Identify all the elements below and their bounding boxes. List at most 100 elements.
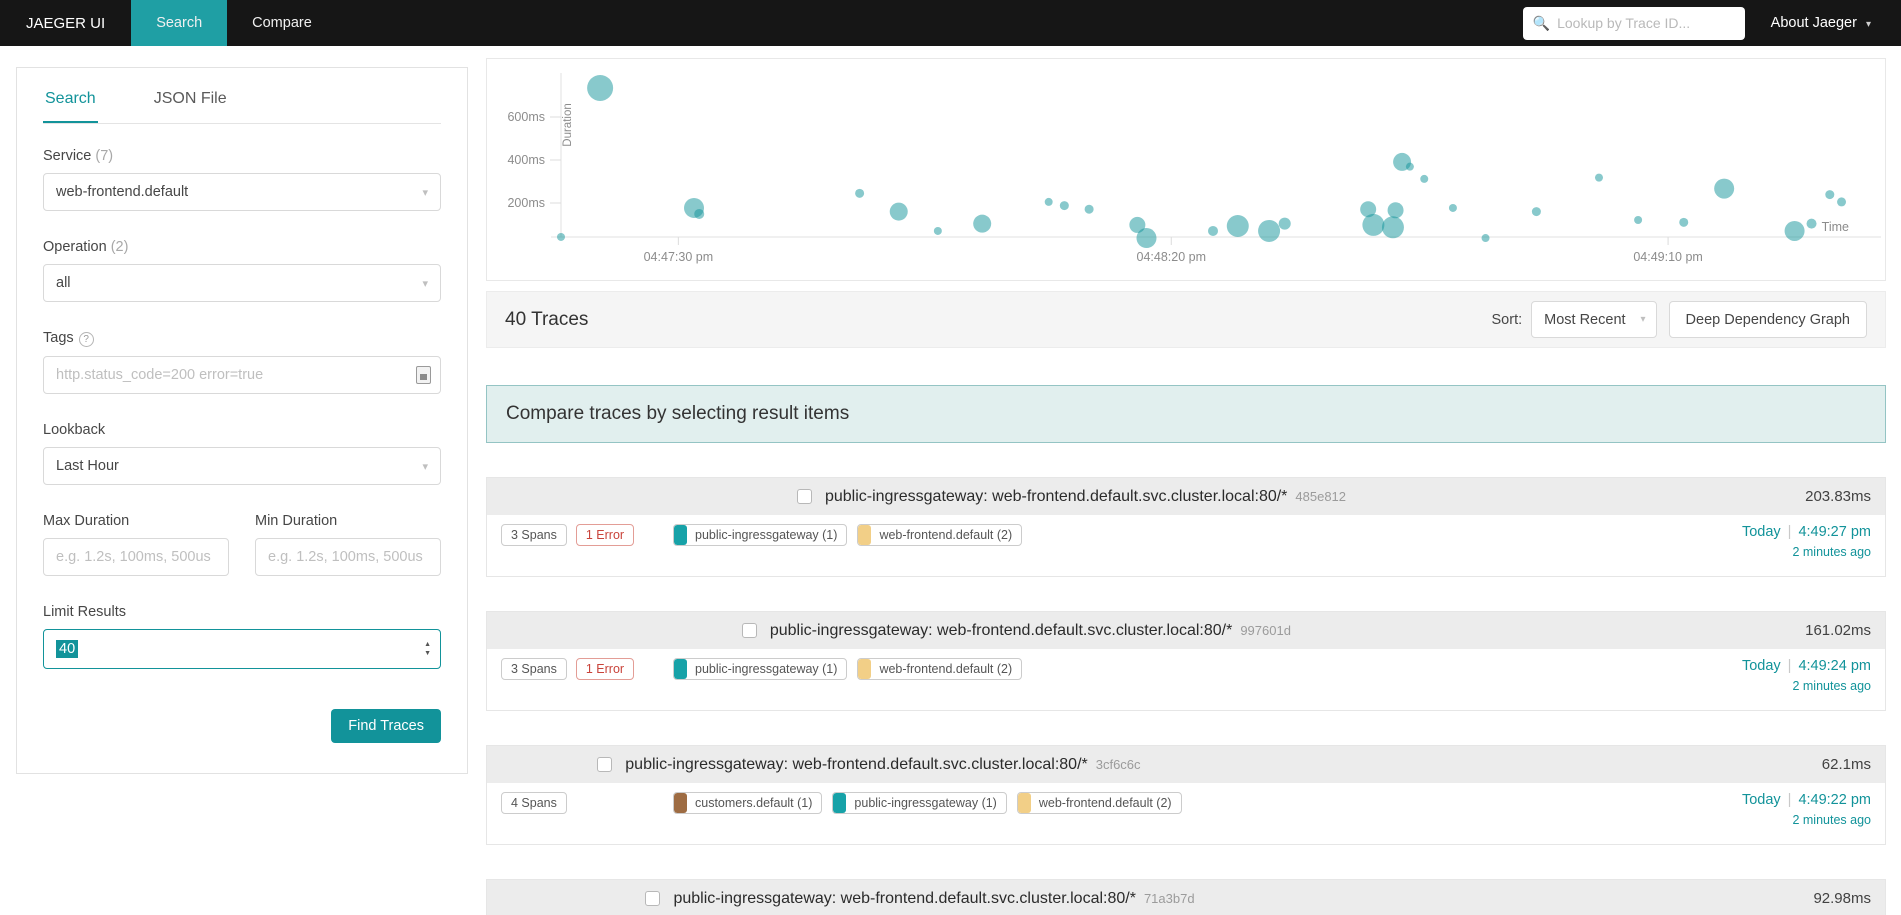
about-jaeger-menu[interactable]: About Jaeger ▾ [1770, 15, 1871, 31]
app-brand[interactable]: JAEGER UI [26, 14, 106, 32]
tags-input-box[interactable] [43, 356, 441, 394]
trace-dot[interactable] [1481, 234, 1490, 243]
trace-card-header[interactable]: public-ingressgateway: web-frontend.defa… [487, 612, 1885, 649]
service-tag-pill[interactable]: customers.default (1) [673, 792, 823, 814]
trace-lookup-box[interactable]: 🔍 [1522, 6, 1745, 40]
service-tags-group: public-ingressgateway (1) web-frontend.de… [673, 658, 1023, 698]
trace-dot[interactable] [1806, 218, 1817, 229]
trace-card-header[interactable]: public-ingressgateway: web-frontend.defa… [487, 478, 1885, 515]
trace-date-link[interactable]: Today [1741, 524, 1781, 540]
service-tag-pill[interactable]: public-ingressgateway (1) [673, 524, 848, 546]
lookback-select[interactable]: Last Hour ▾ [43, 447, 441, 485]
trace-dot[interactable] [1825, 190, 1835, 200]
tab-json-file[interactable]: JSON File [153, 90, 227, 107]
nav-tab-compare[interactable]: Compare [252, 15, 312, 31]
trace-dot[interactable] [1278, 217, 1291, 230]
trace-dot[interactable] [1837, 197, 1847, 207]
trace-dot[interactable] [1059, 201, 1069, 211]
trace-result-card[interactable]: public-ingressgateway: web-frontend.defa… [486, 879, 1886, 915]
x-tick-label: 04:48:20 pm [1137, 250, 1207, 264]
min-duration-box[interactable] [255, 538, 441, 576]
number-stepper[interactable]: ▲ ▼ [424, 641, 431, 657]
trace-dot[interactable] [1381, 216, 1404, 239]
trace-result-card[interactable]: public-ingressgateway: web-frontend.defa… [486, 745, 1886, 845]
tab-search[interactable]: Search [43, 68, 98, 123]
trace-dot[interactable] [973, 214, 992, 233]
trace-dot[interactable] [1136, 228, 1157, 249]
trace-result-card[interactable]: public-ingressgateway: web-frontend.defa… [486, 477, 1886, 577]
service-tag-pill[interactable]: web-frontend.default (2) [857, 524, 1023, 546]
service-tag-pill[interactable]: web-frontend.default (2) [1016, 792, 1182, 814]
trace-dot[interactable] [694, 208, 705, 219]
deep-dependency-graph-button[interactable]: Deep Dependency Graph [1668, 301, 1867, 338]
trace-dot[interactable] [855, 188, 865, 198]
trace-dot[interactable] [1679, 217, 1689, 227]
trace-dot[interactable] [1362, 213, 1385, 236]
service-color-swatch [674, 793, 687, 813]
find-traces-button[interactable]: Find Traces [331, 709, 441, 743]
trace-time-link[interactable]: 4:49:24 pm [1798, 658, 1871, 674]
max-duration-input[interactable] [56, 549, 216, 565]
trace-dot[interactable] [1084, 204, 1094, 214]
trace-dot[interactable] [1634, 215, 1643, 224]
trace-dot[interactable] [1387, 202, 1404, 219]
trace-dot[interactable] [889, 202, 908, 221]
help-icon[interactable]: ? [78, 332, 94, 347]
trace-card-header[interactable]: public-ingressgateway: web-frontend.defa… [487, 880, 1885, 915]
min-duration-input[interactable] [268, 549, 428, 565]
limit-results-input[interactable]: 40 ▲ ▼ [43, 629, 441, 669]
trace-dot[interactable] [1258, 219, 1281, 242]
service-tag-pill[interactable]: public-ingressgateway (1) [673, 658, 848, 680]
trace-dot[interactable] [1594, 173, 1603, 182]
separator: | [1787, 792, 1792, 808]
trace-dot[interactable] [587, 74, 614, 101]
trace-title[interactable]: public-ingressgateway: web-frontend.defa… [824, 487, 1288, 505]
chevron-down-icon: ▾ [1640, 314, 1646, 325]
trace-dot[interactable] [1208, 225, 1218, 236]
trace-dot[interactable] [1405, 162, 1414, 171]
lookback-label: Lookback [43, 422, 106, 438]
tags-syntax-icon[interactable] [416, 366, 431, 384]
trace-dot[interactable] [933, 226, 942, 235]
trace-id: 71a3b7d [1143, 891, 1195, 906]
trace-dot[interactable] [1129, 216, 1146, 233]
trace-time-link[interactable]: 4:49:22 pm [1798, 792, 1871, 808]
nav-tab-search[interactable]: Search [131, 0, 228, 46]
trace-select-checkbox[interactable] [796, 489, 812, 504]
trace-dot[interactable] [1360, 201, 1377, 218]
results-header-bar: 40 Traces Sort: Most Recent ▾ Deep Depen… [486, 291, 1886, 348]
trace-dot[interactable] [1714, 178, 1735, 199]
tags-input[interactable] [56, 367, 428, 383]
trace-select-checkbox[interactable] [645, 891, 661, 906]
trace-dot[interactable] [1420, 174, 1429, 183]
trace-title[interactable]: public-ingressgateway: web-frontend.defa… [625, 755, 1088, 773]
top-navbar: JAEGER UI Search Compare 🔍 About Jaeger … [0, 0, 1901, 46]
max-duration-box[interactable] [43, 538, 229, 576]
trace-dot[interactable] [1531, 207, 1541, 217]
service-tag-pill[interactable]: public-ingressgateway (1) [832, 792, 1007, 814]
trace-date-link[interactable]: Today [1741, 658, 1781, 674]
trace-title[interactable]: public-ingressgateway: web-frontend.defa… [769, 621, 1233, 639]
trace-lookup-input[interactable] [1557, 15, 1735, 31]
service-select[interactable]: web-frontend.default ▾ [43, 173, 441, 211]
trace-title[interactable]: public-ingressgateway: web-frontend.defa… [673, 889, 1136, 907]
service-tag-label: web-frontend.default (2) [879, 662, 1013, 676]
trace-dot[interactable] [1784, 220, 1805, 241]
trace-result-card[interactable]: public-ingressgateway: web-frontend.defa… [486, 611, 1886, 711]
trace-dot[interactable] [1044, 197, 1053, 206]
service-color-swatch [674, 659, 687, 679]
trace-select-checkbox[interactable] [741, 623, 757, 638]
max-duration-label: Max Duration [43, 513, 130, 529]
sort-select[interactable]: Most Recent ▾ [1531, 301, 1657, 338]
trace-dot[interactable] [1448, 203, 1457, 212]
trace-card-header[interactable]: public-ingressgateway: web-frontend.defa… [487, 746, 1885, 783]
trace-select-checkbox[interactable] [597, 757, 613, 772]
trace-time-link[interactable]: 4:49:27 pm [1798, 524, 1871, 540]
operation-select[interactable]: all ▾ [43, 264, 441, 302]
duration-scatter-chart[interactable]: 600ms 400ms 200ms 04:47:30 pm 04:48:20 pm 04:… [486, 58, 1886, 281]
trace-dot[interactable] [1226, 215, 1249, 238]
trace-date-link[interactable]: Today [1741, 792, 1781, 808]
scatter-plot-svg[interactable]: 600ms 400ms 200ms 04:47:30 pm 04:48:20 pm 04:… [487, 59, 1885, 280]
trace-dot[interactable] [557, 232, 565, 241]
service-tag-pill[interactable]: web-frontend.default (2) [857, 658, 1023, 680]
